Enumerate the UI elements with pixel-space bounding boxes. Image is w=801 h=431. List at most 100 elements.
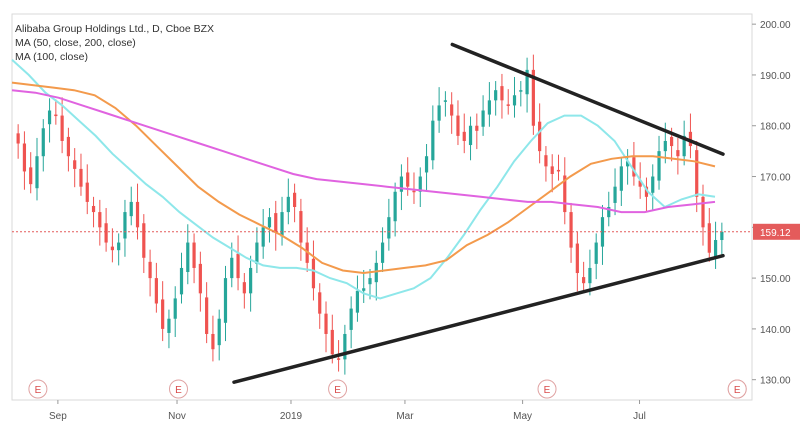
candle-body [487, 100, 491, 115]
candle-body [242, 282, 246, 294]
legend-ma-100: MA (100, close) [15, 51, 88, 63]
candle-body [368, 278, 372, 285]
candle-body [311, 258, 316, 289]
candle-body [632, 157, 636, 177]
candle-body [324, 313, 328, 334]
ma-50-line [11, 58, 716, 300]
candle-body [60, 115, 64, 141]
candle-body [682, 135, 686, 157]
candle-body [607, 207, 611, 218]
earnings-marker-label: E [334, 385, 341, 396]
candle-body [544, 155, 548, 167]
candle-body [481, 110, 485, 127]
candle-body [104, 223, 108, 243]
candle-body [230, 257, 234, 279]
candle-body [22, 143, 27, 172]
plot-frame [11, 13, 753, 401]
earnings-marker-label: E [175, 385, 182, 396]
candle-body [657, 151, 661, 181]
chart-title: Alibaba Group Holdings Ltd., D, Cboe BZX [15, 23, 215, 35]
legend: Alibaba Group Holdings Ltd., D, Cboe BZX… [15, 22, 214, 64]
candle-body [117, 242, 121, 251]
candle-body [695, 150, 699, 197]
time-tick-label: Sep [49, 411, 67, 422]
time-tick-label: Jul [633, 411, 646, 422]
candle-body [494, 90, 498, 101]
candle-body [336, 358, 341, 360]
candle-body [293, 192, 297, 207]
candle-body [720, 231, 724, 241]
price-tick-label: 170.00 [760, 173, 791, 184]
candle-body [676, 150, 680, 157]
lower-trendline [232, 253, 725, 384]
candle-body [79, 168, 83, 187]
candle-body [186, 242, 190, 273]
candle-body [619, 166, 623, 191]
candle-body [588, 267, 592, 284]
candle-body [123, 212, 127, 239]
candle-body [91, 205, 96, 213]
candle-body [374, 262, 378, 283]
candle-body [205, 297, 209, 334]
candle-body [538, 121, 542, 152]
candle-body [525, 69, 529, 95]
candle-body [638, 180, 642, 187]
candle-body [512, 95, 517, 106]
candle-body [519, 90, 523, 92]
candle-body [211, 333, 215, 350]
earnings-marker-label: E [35, 385, 42, 396]
candle-body [179, 267, 184, 295]
earnings-marker [537, 379, 557, 399]
candle-body [167, 318, 171, 333]
candle-body [362, 288, 366, 291]
candle-body [443, 100, 447, 102]
price-tick-label: 180.00 [760, 122, 791, 133]
candle-body [173, 298, 177, 319]
candle-body [556, 169, 561, 172]
candle-body [380, 242, 385, 263]
price-tick-label: 200.00 [760, 20, 791, 31]
candle-body [192, 242, 196, 268]
price-tick-label: 140.00 [760, 325, 791, 336]
candle-body [399, 176, 404, 192]
candle-body [129, 201, 133, 217]
candle-body [261, 227, 265, 247]
candle-body [29, 167, 33, 185]
candle-body [330, 329, 334, 355]
last-price-badge [753, 223, 800, 240]
candle-body [437, 105, 441, 121]
candle-body [35, 156, 39, 189]
candle-body [387, 217, 391, 239]
price-tick-label: 150.00 [760, 274, 791, 285]
candle-body [431, 120, 435, 161]
candle-body [406, 172, 410, 187]
earnings-marker [328, 379, 348, 399]
candle-body [286, 196, 290, 213]
candle-body [223, 278, 228, 323]
candle-body [613, 186, 617, 203]
candle-body [73, 160, 77, 169]
candle-body [110, 246, 114, 251]
candle-body [349, 308, 353, 330]
candle-body [569, 212, 573, 248]
candle-body [582, 277, 586, 284]
candle-body [550, 166, 554, 174]
candle-body [154, 278, 158, 304]
price-tick-label: 130.00 [760, 376, 791, 387]
candle-body [663, 140, 667, 152]
candle-body [41, 128, 45, 157]
candle-body [462, 131, 466, 141]
candle-body [600, 217, 605, 247]
candle-body [299, 211, 303, 243]
candle-body [355, 290, 360, 313]
time-tick-label: May [513, 411, 532, 422]
candle-body [651, 176, 655, 193]
candle-body [16, 133, 20, 144]
candle-body [47, 110, 52, 125]
candle-body [468, 125, 473, 146]
time-tick-label: Nov [168, 411, 186, 422]
candle-body [54, 114, 58, 117]
candle-body [236, 253, 240, 279]
candle-body [688, 131, 693, 147]
